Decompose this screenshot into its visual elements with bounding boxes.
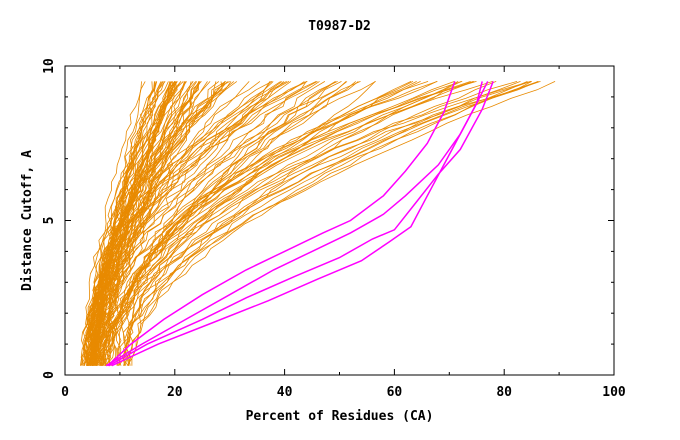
- series-line: [89, 81, 338, 366]
- series-line: [86, 81, 200, 366]
- x-tick-label: 0: [61, 385, 69, 400]
- series-line: [100, 81, 336, 366]
- x-tick-label: 60: [387, 385, 403, 400]
- series-line: [89, 81, 308, 366]
- series-line: [127, 81, 497, 366]
- series-line: [102, 81, 285, 366]
- series-line: [126, 81, 532, 366]
- series-line: [127, 81, 539, 366]
- x-tick-label: 80: [496, 385, 512, 400]
- series-line: [122, 81, 438, 366]
- chart-title: T0987-D2: [308, 19, 371, 34]
- series-line: [116, 81, 475, 366]
- series-line: [85, 81, 176, 366]
- series-line: [131, 81, 532, 366]
- series-line: [107, 81, 308, 366]
- series-line: [88, 81, 155, 366]
- series-line: [117, 81, 455, 366]
- series-line: [80, 81, 156, 366]
- series-line: [97, 81, 528, 366]
- y-tick-label: 0: [42, 371, 57, 379]
- series-line: [86, 81, 228, 366]
- series-line: [116, 81, 541, 366]
- series-line: [94, 81, 357, 366]
- series-line: [94, 81, 292, 366]
- x-tick-label: 100: [602, 385, 626, 400]
- series-line: [94, 81, 158, 366]
- x-tick-label: 40: [277, 385, 293, 400]
- series-line: [122, 81, 421, 366]
- highlight-series-line: [111, 81, 483, 367]
- series-line: [91, 81, 376, 366]
- y-axis-label: Distance Cutoff, A: [20, 150, 35, 291]
- series-line: [91, 81, 238, 366]
- series-layer: [80, 81, 556, 366]
- series-line: [90, 81, 305, 366]
- highlight-series-line: [108, 81, 494, 367]
- series-line: [91, 81, 194, 366]
- y-tick-label: 10: [42, 58, 57, 74]
- x-axis-ticks: 0 20 40 60 80 100: [61, 66, 626, 400]
- highlight-series-line: [107, 81, 456, 367]
- series-line: [100, 81, 361, 366]
- series-line: [80, 81, 142, 366]
- series-line: [128, 81, 471, 366]
- x-axis-label: Percent of Residues (CA): [246, 409, 434, 424]
- y-axis-ticks: 0 5 10: [42, 58, 614, 379]
- series-line: [102, 81, 539, 366]
- y-tick-label: 5: [42, 217, 57, 225]
- highlight-layer: [105, 81, 494, 367]
- series-line: [126, 81, 459, 366]
- series-line: [87, 81, 162, 366]
- series-line: [86, 81, 211, 366]
- x-tick-label: 20: [167, 385, 183, 400]
